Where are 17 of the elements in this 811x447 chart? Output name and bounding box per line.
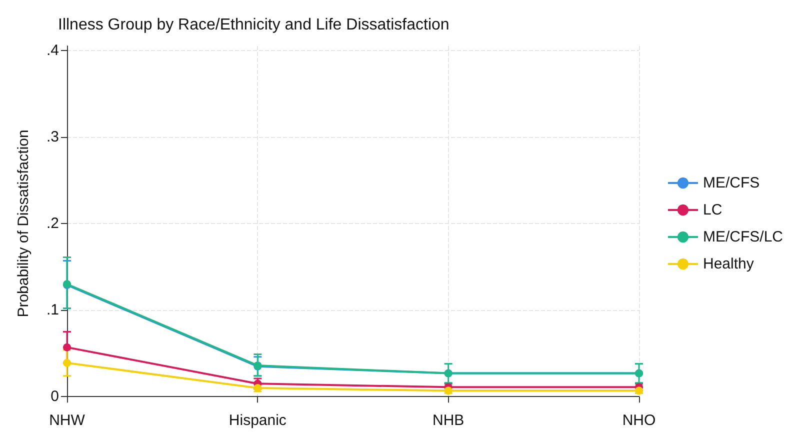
legend-label: ME/CFS	[702, 174, 760, 192]
y-axis-title: Probability of Dissatisfaction	[15, 130, 32, 318]
y-tick-label: 0	[50, 388, 59, 406]
y-tick-label: .4	[46, 42, 59, 59]
point	[63, 358, 71, 367]
chart-title: Illness Group by Race/Ethnicity and Life Dissatisfaction	[58, 16, 450, 34]
x-tick-label: Hispanic	[228, 412, 287, 429]
y-tick-label: .2	[46, 215, 59, 232]
x-tick-label: NHW	[49, 412, 86, 429]
point	[63, 343, 71, 352]
y-tick-label: .1	[46, 302, 59, 319]
legend-label: LC	[702, 202, 722, 218]
legend-label: ME/CFS/LC	[702, 228, 784, 246]
x-tick-label: NHO	[622, 412, 656, 429]
legend-label: Healthy	[702, 256, 754, 272]
x-tick-label: NHB	[432, 412, 464, 429]
y-tick-label: .3	[46, 128, 59, 146]
